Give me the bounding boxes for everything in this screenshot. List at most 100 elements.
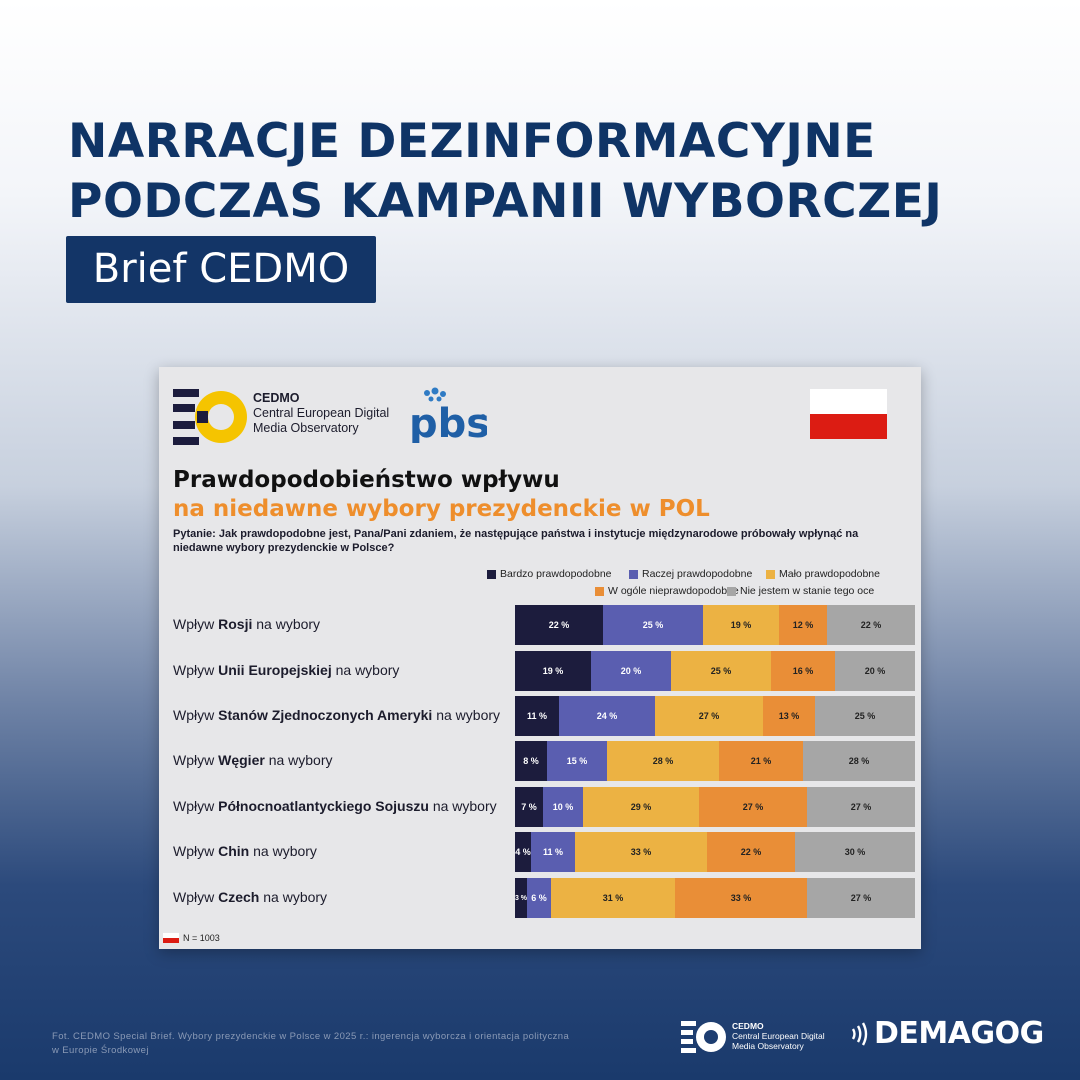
survey-question: Pytanie: Jak prawdopodobne jest, Pana/Pa… [173, 528, 859, 554]
bar-segment: 33 % [575, 832, 707, 872]
headline: NARRACJE DEZINFORMACYJNE PODCZAS KAMPANI… [68, 112, 942, 232]
row-label-subject: Unii Europejskiej [218, 662, 332, 678]
legend-item: Nie jestem w stanie tego oce [727, 585, 874, 597]
stacked-bar: 4 % 11 % 33 % 22 % 30 % [515, 832, 915, 872]
bar-segment: 25 % [603, 605, 703, 645]
bar-segment: 13 % [763, 696, 815, 736]
cedmo-line-1: Central European Digital [253, 406, 390, 420]
bar-segment: 29 % [583, 787, 699, 827]
bar-segment: 22 % [827, 605, 915, 645]
row-label: Wpływ Czech na wybory [173, 890, 503, 905]
bar-segment: 19 % [515, 651, 591, 691]
bar-segment: 31 % [551, 878, 675, 918]
sample-size-note: N = 1003 [163, 933, 220, 943]
row-label-text: Wpływ [173, 616, 219, 632]
legend-swatch [629, 569, 638, 579]
bar-segment: 20 % [835, 651, 915, 691]
row-label-text: na wybory [252, 616, 321, 632]
stacked-bar: 19 % 20 % 25 % 16 % 20 % [515, 651, 915, 691]
sample-size-text: N = 1003 [183, 933, 220, 943]
demagog-text: DEMAGOG [874, 1016, 1044, 1051]
row-label-subject: Północnoatlantyckiego Sojuszu [218, 798, 429, 814]
bar-segment: 25 % [671, 651, 771, 691]
flag-red-stripe [810, 414, 887, 439]
bar-segment: 11 % [515, 696, 559, 736]
mini-flag-white [163, 933, 179, 938]
footer-cedmo-name: CEDMO [732, 1021, 764, 1031]
bar-segment: 10 % [543, 787, 583, 827]
bar-segment: 33 % [675, 878, 807, 918]
bar-segment: 30 % [795, 832, 915, 872]
pbs-logo-icon: pbs [409, 387, 487, 443]
bar-segment: 25 % [815, 696, 915, 736]
headline-line-1: NARRACJE DEZINFORMACYJNE [68, 114, 876, 169]
bar-segment: 27 % [807, 787, 915, 827]
chart-subtitle: na niedawne wybory prezydenckie w POL [173, 496, 710, 522]
stacked-bar: 7 % 10 % 29 % 27 % 27 % [515, 787, 915, 827]
bar-segment: 11 % [531, 832, 575, 872]
flag-white-stripe [810, 389, 887, 414]
legend-label: Nie jestem w stanie tego oce [740, 585, 875, 597]
bar-segment: 7 % [515, 787, 543, 827]
legend-swatch [766, 569, 775, 579]
stacked-bar: 11 % 24 % 27 % 13 % 25 % [515, 696, 915, 736]
row-label-text: Wpływ [173, 662, 219, 678]
row-label-subject: Czech [218, 889, 260, 905]
stacked-bar: 8 % 15 % 28 % 21 % 28 % [515, 741, 915, 781]
demagog-logo: DEMAGOG [850, 1016, 1044, 1051]
row-label-subject: Węgier [218, 752, 265, 768]
bar-segment: 27 % [807, 878, 915, 918]
legend-swatch [487, 569, 496, 579]
row-label-text: na wybory [428, 798, 497, 814]
legend-item: Bardzo prawdopodobne [487, 568, 612, 580]
legend-label: Mało prawdopodobne [779, 568, 880, 580]
row-label-text: na wybory [249, 843, 317, 859]
footer-cedmo-logo-icon [681, 1021, 726, 1053]
row-label-subject: Rosji [218, 616, 253, 632]
legend-item: W ogóle nieprawdopodobne [595, 585, 739, 597]
stacked-bar: 3 % 6 % 31 % 33 % 27 % [515, 878, 915, 918]
bar-segment: 21 % [719, 741, 803, 781]
bar-segment: 15 % [547, 741, 607, 781]
legend-swatch [595, 586, 604, 596]
photo-caption: Fot. CEDMO Special Brief. Wybory prezyde… [52, 1031, 570, 1056]
bar-segment: 28 % [803, 741, 915, 781]
row-label: Wpływ Północnoatlantyckiego Sojuszu na w… [173, 799, 503, 814]
footer-cedmo-line-1: Central European Digital [732, 1031, 825, 1041]
bar-segment: 22 % [707, 832, 795, 872]
bar-segment: 3 % [515, 878, 527, 918]
bar-segment: 12 % [779, 605, 827, 645]
bar-segment: 28 % [607, 741, 719, 781]
cedmo-name: CEDMO [253, 391, 300, 405]
bar-segment: 8 % [515, 741, 547, 781]
row-label-text: na wybory [264, 752, 333, 768]
row-label-text: na wybory [259, 889, 328, 905]
brief-badge: Brief CEDMO [66, 236, 376, 303]
footer-cedmo-text: CEDMO Central European Digital Media Obs… [732, 1021, 825, 1051]
row-label-subject: Chin [218, 843, 250, 859]
legend-label: Raczej prawdopodobne [642, 568, 753, 580]
legend-swatch [727, 586, 736, 596]
bar-segment: 24 % [559, 696, 655, 736]
bar-segment: 27 % [655, 696, 763, 736]
row-label-text: Wpływ [173, 798, 219, 814]
row-label-text: Wpływ [173, 843, 219, 859]
bar-segment: 6 % [527, 878, 551, 918]
row-label-text: na wybory [331, 662, 400, 678]
row-label-subject: Stanów Zjednoczonych Ameryki [218, 707, 433, 723]
headline-line-2: PODCZAS KAMPANII WYBORCZEJ [68, 174, 943, 229]
legend-label: Bardzo prawdopodobne [500, 568, 612, 580]
legend-item: Mało prawdopodobne [766, 568, 880, 580]
stacked-bar: 22 % 25 % 19 % 12 % 22 % [515, 605, 915, 645]
row-label: Wpływ Unii Europejskiej na wybory [173, 663, 503, 678]
row-label-text: Wpływ [173, 752, 219, 768]
legend-label: W ogóle nieprawdopodobne [608, 585, 739, 597]
cedmo-logo-text: CEDMO Central European Digital Media Obs… [253, 391, 389, 436]
bar-segment: 16 % [771, 651, 835, 691]
bar-segment: 4 % [515, 832, 531, 872]
footer-cedmo-line-2: Media Observatory [732, 1041, 804, 1051]
bar-segment: 27 % [699, 787, 807, 827]
row-label-text: Wpływ [173, 707, 219, 723]
mini-flag-icon [163, 933, 179, 943]
row-label: Wpływ Stanów Zjednoczonych Ameryki na wy… [173, 708, 503, 723]
